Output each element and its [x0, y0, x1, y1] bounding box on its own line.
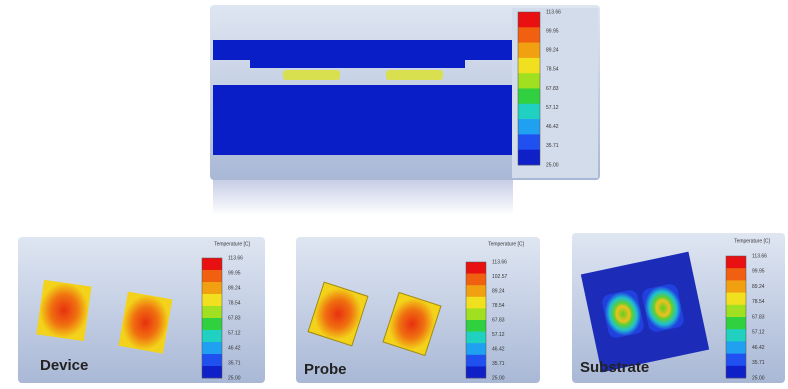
legend-tick: 89.24	[546, 48, 559, 54]
color-band	[202, 258, 222, 270]
legend-tick: 113.66	[546, 9, 561, 15]
pad	[386, 70, 443, 80]
legend-tick: 99.95	[546, 28, 559, 34]
figure: Device Probe Substrate Temperature [C] T…	[0, 0, 788, 389]
color-band	[202, 330, 222, 342]
legend-tick: 102.57	[492, 274, 508, 280]
color-band	[466, 297, 486, 309]
legend-title: Temperature [C]	[488, 241, 524, 247]
layer	[250, 58, 465, 68]
legend-tick: 46.42	[228, 345, 241, 351]
color-band	[726, 293, 746, 306]
panel-label: Probe	[304, 361, 347, 378]
legend-title: Temperature [C]	[734, 238, 770, 244]
color-band	[466, 285, 486, 297]
legend-tick: 89.24	[228, 285, 241, 291]
legend-tick: 46.42	[752, 345, 765, 351]
color-band	[726, 366, 746, 379]
layer	[213, 40, 512, 60]
color-band	[726, 256, 746, 269]
color-band	[202, 306, 222, 318]
legend-tick: 35.71	[492, 361, 505, 367]
color-band	[466, 343, 486, 355]
legend-tick: 89.24	[492, 288, 505, 294]
substrate-block	[213, 85, 512, 155]
color-band	[726, 329, 746, 342]
legend-tick: 35.71	[228, 360, 241, 366]
legend-tick: 35.71	[546, 143, 559, 149]
legend-tick: 67.83	[492, 317, 505, 323]
color-band	[518, 134, 540, 150]
legend-tick: 57.12	[752, 330, 765, 336]
color-band	[518, 89, 540, 105]
color-band	[518, 12, 540, 28]
legend-tick: 99.95	[752, 269, 765, 275]
legend-tick: 67.83	[228, 315, 241, 321]
legend-tick: 25.00	[228, 375, 241, 381]
color-band	[518, 104, 540, 120]
legend-tick: 46.42	[492, 346, 505, 352]
color-band	[202, 318, 222, 330]
color-band	[518, 73, 540, 89]
color-band	[466, 274, 486, 286]
legend-tick: 67.83	[546, 86, 559, 92]
color-band	[202, 294, 222, 306]
color-band	[726, 354, 746, 367]
legend-tick: 25.00	[752, 375, 765, 381]
legend-tick: 57.12	[492, 332, 505, 338]
color-band	[202, 366, 222, 378]
color-band	[202, 342, 222, 354]
legend-tick: 46.42	[546, 124, 559, 130]
color-band	[466, 332, 486, 344]
color-band	[466, 262, 486, 274]
color-band	[726, 341, 746, 354]
legend-tick: 35.71	[752, 360, 765, 366]
color-band	[518, 58, 540, 74]
reflection	[213, 180, 513, 215]
legend-tick: 78.54	[546, 67, 559, 73]
color-band	[466, 320, 486, 332]
color-band	[726, 317, 746, 330]
panel-label: Device	[40, 357, 88, 374]
color-band	[518, 27, 540, 43]
legend-tick: 89.24	[752, 284, 765, 290]
color-band	[466, 308, 486, 320]
legend-tick: 67.83	[752, 314, 765, 320]
legend-tick: 25.00	[546, 162, 559, 168]
color-band	[466, 355, 486, 367]
color-band	[518, 43, 540, 59]
pad	[283, 70, 340, 80]
legend-tick: 78.54	[228, 300, 241, 306]
color-band	[466, 366, 486, 378]
color-band	[518, 119, 540, 135]
legend-tick: 113.66	[228, 255, 243, 261]
color-band	[202, 270, 222, 282]
legend-tick: 57.12	[546, 105, 559, 111]
legend-tick: 99.95	[228, 270, 241, 276]
legend-tick: 113.66	[492, 259, 507, 265]
device-die	[36, 280, 91, 341]
color-band	[202, 354, 222, 366]
color-band	[518, 150, 540, 166]
color-band	[202, 282, 222, 294]
legend-tick: 25.00	[492, 375, 505, 381]
legend-tick: 78.54	[492, 303, 505, 309]
legend-tick: 113.66	[752, 253, 767, 259]
panel-label: Substrate	[580, 359, 649, 376]
color-band	[726, 268, 746, 281]
color-band	[726, 305, 746, 318]
legend-tick: 57.12	[228, 330, 241, 336]
device-die	[118, 292, 172, 354]
legend-tick: 78.54	[752, 299, 765, 305]
color-band	[726, 280, 746, 293]
legend-title: Temperature [C]	[214, 241, 250, 247]
